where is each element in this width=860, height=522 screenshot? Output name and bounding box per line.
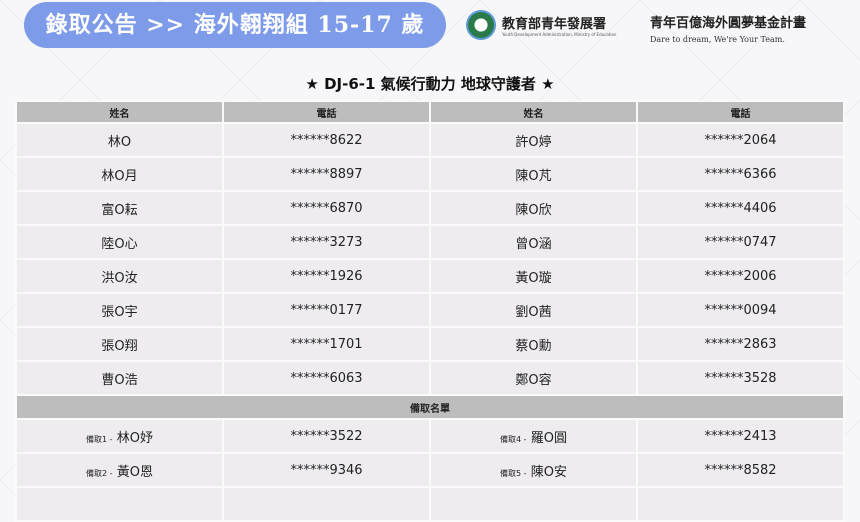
program-logo: 青年百億海外圓夢基金計畫 Dare to dream, We're Your T… [650,12,806,44]
waitlist-header: 備取名單 [15,394,845,420]
name-cell: 備取4 - 羅O圓 [429,418,638,454]
name-cell: 劉O茜 [429,292,638,328]
table-row: 林O ******8622 許O婷 ******2064 [15,122,845,158]
waitlist-name: 林O妤 [116,430,153,446]
agency-subtitle: Youth Development Administration, Minist… [502,32,617,37]
name-cell: 張O翔 [15,326,224,362]
page-banner: 錄取公告 >> 海外翱翔組 15-17 歲 [24,2,446,48]
phone-cell: ******8897 [222,156,431,192]
table-row: 陸O心 ******3273 曾O涵 ******0747 [15,224,845,260]
table-row: 洪O汝 ******1926 黃O璇 ******2006 [15,258,845,294]
table-row: 張O宇 ******0177 劉O茜 ******0094 [15,292,845,328]
waitlist-name: 羅O圓 [530,430,567,446]
phone-cell: ******6366 [636,156,845,192]
phone-cell: ******3273 [222,224,431,260]
name-cell: 備取2 - 黃O恩 [15,452,224,488]
table-row: 富O耘 ******6870 陳O欣 ******4406 [15,190,845,226]
header-name: 姓名 [429,100,638,124]
agency-name: 教育部青年發展署 [502,17,607,32]
name-cell: 備取1 - 林O妤 [15,418,224,454]
name-cell: 陸O心 [15,224,224,260]
phone-cell: ******8582 [636,452,845,488]
name-cell: 黃O璇 [429,258,638,294]
name-cell: 富O耘 [15,190,224,226]
phone-cell: ******2006 [636,258,845,294]
table-row [15,486,845,522]
name-cell: 備取5 - 陳O安 [429,452,638,488]
header-phone: 電話 [636,100,845,124]
phone-cell: ******8622 [222,122,431,158]
phone-cell: ******0094 [636,292,845,328]
phone-cell: ******0747 [636,224,845,260]
phone-cell: ******2863 [636,326,845,362]
section-title: ★ DJ-6-1 氣候行動力 地球守護者 ★ [305,75,555,93]
name-cell: 陳O芃 [429,156,638,192]
name-cell: 蔡O勳 [429,326,638,362]
name-cell: 鄭O容 [429,360,638,396]
admission-table: 姓名 電話 姓名 電話 林O ******8622 許O婷 ******2064 林O月… [15,100,845,522]
phone-cell: ******1701 [222,326,431,362]
waitlist-rank: 備取5 - [500,468,527,478]
phone-cell: ******6870 [222,190,431,226]
name-cell: 洪O汝 [15,258,224,294]
name-cell: 張O宇 [15,292,224,328]
program-name: 青年百億海外圓夢基金計畫 [650,16,807,31]
waitlist-row: 備取1 - 林O妤 ******3522 備取4 - 羅O圓 ******2413 [15,418,845,454]
waitlist-rank: 備取2 - [86,468,113,478]
header-name: 姓名 [15,100,224,124]
agency-emblem-icon [466,10,496,40]
program-slogan: Dare to dream, We're Your Team. [650,35,785,44]
phone-cell: ******0177 [222,292,431,328]
phone-cell: ******3522 [222,418,431,454]
phone-cell: ******3528 [636,360,845,396]
phone-cell: ******2413 [636,418,845,454]
table-row: 曹O浩 ******6063 鄭O容 ******3528 [15,360,845,396]
table-row: 張O翔 ******1701 蔡O勳 ******2863 [15,326,845,362]
waitlist-row: 備取2 - 黃O恩 ******9346 備取5 - 陳O安 ******8582 [15,452,845,488]
phone-cell: ******9346 [222,452,431,488]
phone-cell: ******4406 [636,190,845,226]
table-row: 林O月 ******8897 陳O芃 ******6366 [15,156,845,192]
name-cell: 曾O涵 [429,224,638,260]
phone-cell: ******1926 [222,258,431,294]
name-cell: 林O [15,122,224,158]
name-cell: 許O婷 [429,122,638,158]
phone-cell: ******2064 [636,122,845,158]
waitlist-rank: 備取1 - [86,434,113,444]
name-cell: 陳O欣 [429,190,638,226]
agency-logo: 教育部青年發展署 Youth Development Administratio… [466,10,616,40]
waitlist-name: 陳O安 [530,464,567,480]
waitlist-rank: 備取4 - [500,434,527,444]
name-cell: 曹O浩 [15,360,224,396]
phone-cell: ******6063 [222,360,431,396]
name-cell: 林O月 [15,156,224,192]
header-phone: 電話 [222,100,431,124]
waitlist-name: 黃O恩 [116,464,153,480]
